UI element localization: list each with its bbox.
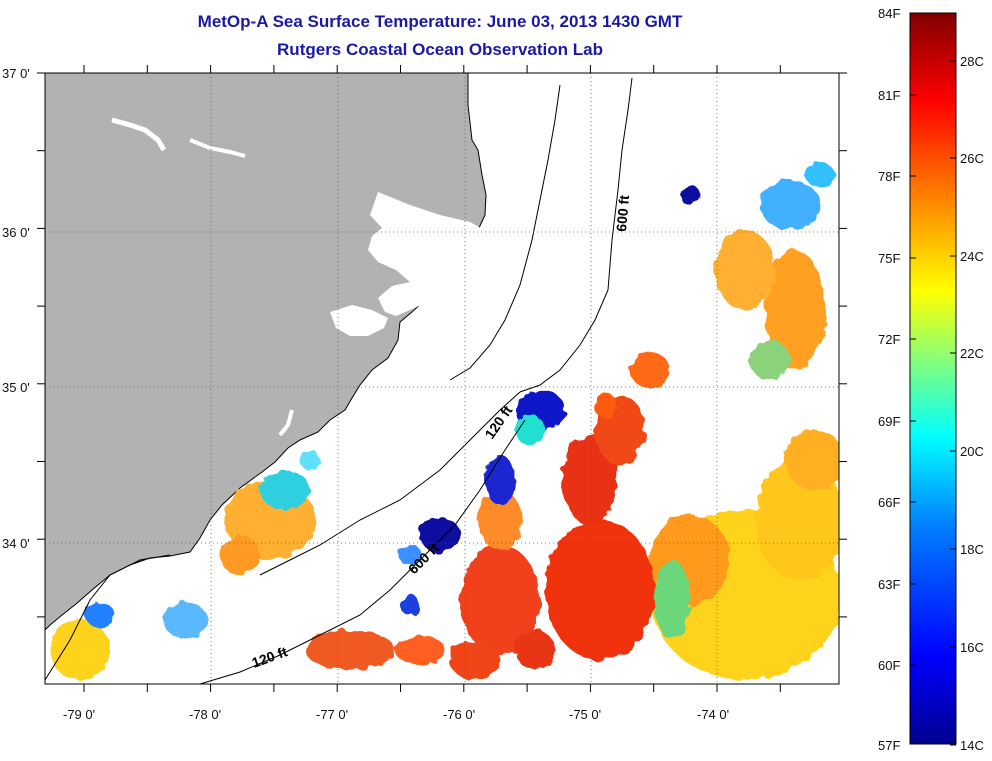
map-subtitle: Rutgers Coastal Ocean Observation Lab [277, 40, 603, 59]
lon-label: -77 0' [316, 707, 348, 722]
lat-label: 36 0' [2, 225, 30, 240]
colorbar-f-label: 69F [878, 414, 900, 429]
isobath-120ft-north [449, 84, 561, 381]
river-channel-2 [189, 138, 246, 158]
lon-label: -75 0' [569, 707, 601, 722]
colorbar-f-label: 72F [878, 332, 900, 347]
colorbar-f-label: 78F [878, 169, 900, 184]
colorbar-f-label: 63F [878, 577, 900, 592]
colorbar-f-label: 81F [878, 88, 900, 103]
colorbar-f-label: 57F [878, 738, 900, 753]
colorbar-c-label: 28C [960, 54, 984, 69]
isobath-120ft-south [259, 391, 521, 576]
colorbar-c-label: 26C [960, 151, 984, 166]
lon-label: -76 0' [443, 707, 475, 722]
graticule [45, 73, 839, 684]
pamlico-sound [368, 192, 500, 316]
sst-data [50, 163, 839, 680]
lon-label: -74 0' [697, 707, 729, 722]
lon-label: -79 0' [63, 707, 95, 722]
river-channel [111, 117, 167, 152]
colorbar-f-label: 60F [878, 658, 900, 673]
lat-label: 35 0' [2, 380, 30, 395]
isobath-600ft-south [199, 419, 526, 684]
map-frame [44, 72, 840, 685]
colorbar-c-label: 22C [960, 346, 984, 361]
colorbar-c-label: 24C [960, 249, 984, 264]
lat-label: 37 0' [2, 66, 30, 81]
colorbar-f-label: 66F [878, 495, 900, 510]
colorbar-c-label: 20C [960, 444, 984, 459]
colorbar-ticks [910, 12, 956, 746]
contour-label-1: 600 ft [613, 194, 632, 232]
isobath-inner [45, 554, 171, 681]
isobath-600ft-north [519, 77, 633, 393]
river-channel-3 [278, 409, 294, 437]
colorbar [909, 12, 957, 745]
colorbar-c-label: 14C [960, 738, 984, 753]
lat-label: 34 0' [2, 536, 30, 551]
colorbar-c-label: 18C [960, 542, 984, 557]
axis-ticks [37, 65, 847, 692]
colorbar-f-label: 84F [878, 6, 900, 21]
river-inlet [330, 305, 388, 336]
map-title: MetOp-A Sea Surface Temperature: June 03… [197, 12, 683, 31]
colorbar-f-label: 75F [878, 251, 900, 266]
colorbar-c-label: 16C [960, 640, 984, 655]
lon-label: -78 0' [189, 707, 221, 722]
